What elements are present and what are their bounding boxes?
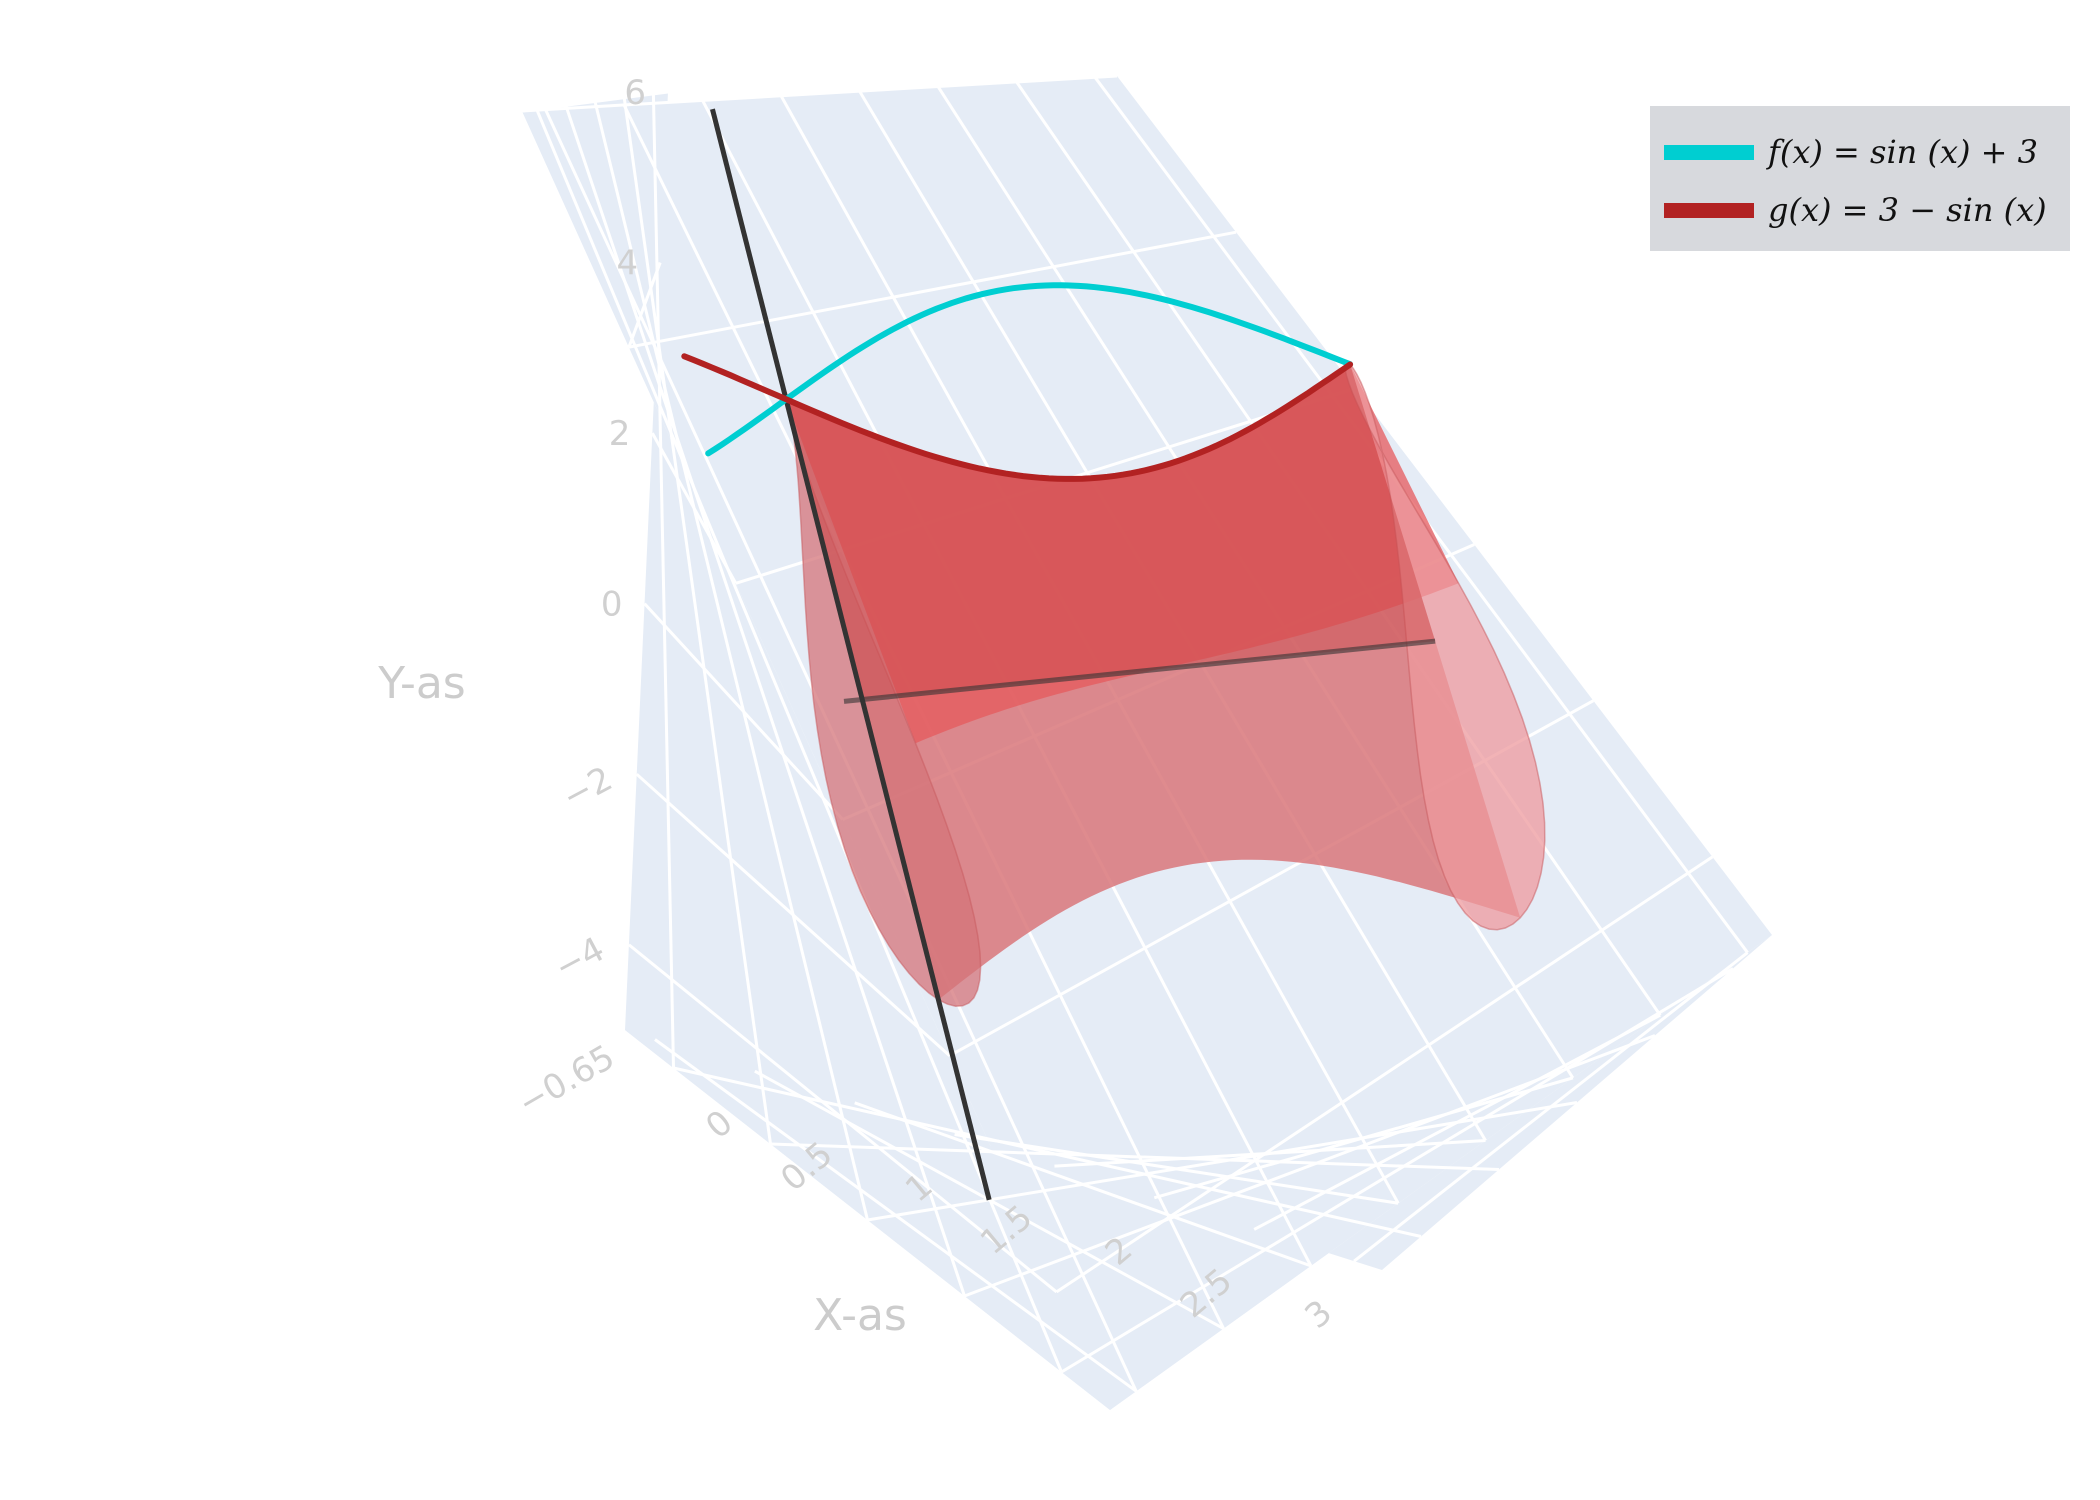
solid-of-revolution xyxy=(785,361,1546,1007)
grid-y-back xyxy=(628,230,1237,349)
solid-cross-section xyxy=(786,364,1436,700)
x-axis-title: X-as xyxy=(813,1290,907,1341)
grid-y-back xyxy=(521,74,1118,113)
y-tick-label: −2 xyxy=(556,759,619,818)
grid-z-floor xyxy=(770,1142,1500,1171)
curve-f xyxy=(705,282,1353,457)
legend-label-f: f(x) = sin (x) + 3 xyxy=(1768,133,2038,171)
y-tick-label: 4 xyxy=(617,244,639,284)
y-tick-label: −4 xyxy=(548,929,611,988)
legend-item-g[interactable]: g(x) = 3 − sin (x) xyxy=(1664,184,2047,236)
grid-z-left xyxy=(622,97,772,1145)
y-tick-label: 0 xyxy=(601,585,623,625)
x-reference-axis xyxy=(843,638,1436,704)
grid-z-floor xyxy=(1060,967,1734,1374)
grid-z-left xyxy=(651,93,675,1069)
solid-upper-half xyxy=(786,364,1459,744)
solid-cap-right xyxy=(1344,361,1546,931)
y-tick-label: 2 xyxy=(609,414,631,454)
function-curves xyxy=(681,108,1436,1201)
grid-z-left xyxy=(593,101,869,1221)
x-tick-label: 3 xyxy=(1298,1292,1340,1337)
legend-label-g: g(x) = 3 − sin (x) xyxy=(1768,191,2047,229)
grid-z-floor xyxy=(673,1066,1422,1238)
corner-tick-label: −0.65 xyxy=(511,1037,621,1124)
y-axis-title: Y-as xyxy=(377,658,465,709)
legend-item-f[interactable]: f(x) = sin (x) + 3 xyxy=(1664,126,2038,178)
grid-z-left xyxy=(535,108,1063,1373)
grid-z-floor xyxy=(963,1034,1656,1298)
legend-swatch-f xyxy=(1664,144,1754,160)
curve-g xyxy=(681,353,1354,482)
legend: f(x) = sin (x) + 3 g(x) = 3 − sin (x) xyxy=(1650,106,2070,251)
y-tick-label: 6 xyxy=(624,73,646,113)
grid-z-left xyxy=(564,104,966,1297)
y-reference-axis xyxy=(710,108,992,1201)
legend-swatch-g xyxy=(1664,202,1754,218)
